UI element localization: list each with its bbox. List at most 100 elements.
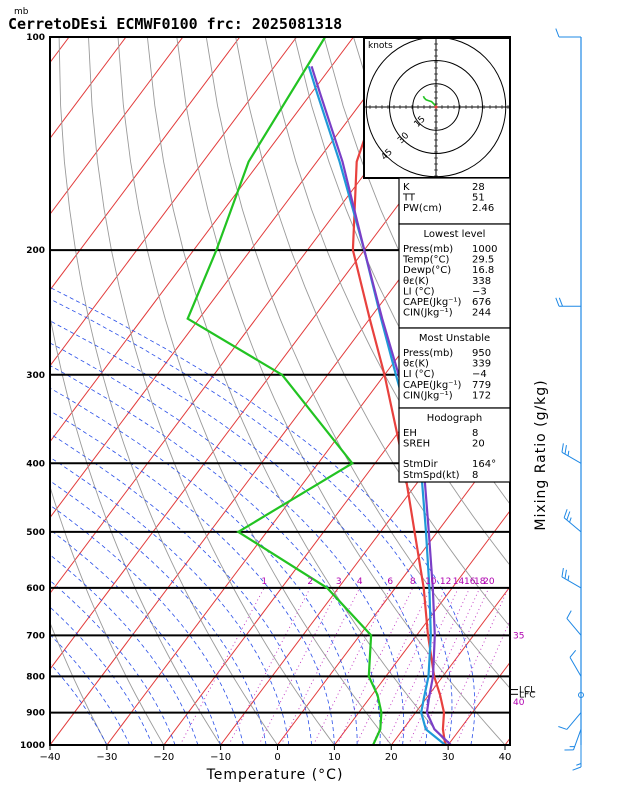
x-tick-label: −20 xyxy=(153,752,174,763)
mixing-ratio-line xyxy=(438,587,509,745)
dry-adiabat-line xyxy=(50,485,165,745)
x-tick-label: 40 xyxy=(499,752,512,763)
wind-barb-flag xyxy=(558,297,563,307)
indices-block-title: Hodograph xyxy=(427,413,482,424)
dry-adiabat-line xyxy=(88,37,335,745)
moist-adiabat-line xyxy=(50,433,312,745)
x-tick-label: 10 xyxy=(328,752,341,763)
moist-adiabat-line xyxy=(50,579,176,745)
index-value: 28 xyxy=(472,182,485,193)
isotherm-line xyxy=(106,206,510,745)
isotherm-line xyxy=(277,434,510,745)
mixing-ratio-line xyxy=(407,587,481,745)
index-value: 172 xyxy=(472,390,491,401)
index-value: 676 xyxy=(472,297,491,308)
moist-adiabat-line xyxy=(50,342,405,745)
wind-barb-half xyxy=(567,575,570,581)
chart-title: CerretoDEsi ECMWF0100 frc: 2025081318 xyxy=(8,15,342,33)
hodograph-storm-motion xyxy=(434,105,438,109)
isotherms xyxy=(50,37,618,745)
index-value: −4 xyxy=(472,369,487,380)
indices-block-title: Most Unstable xyxy=(419,333,490,344)
dry-adiabat-line xyxy=(50,313,221,745)
x-tick-label: −40 xyxy=(39,752,60,763)
index-value: 29.5 xyxy=(472,255,494,266)
x-tick-label: 0 xyxy=(274,752,280,763)
index-value: 950 xyxy=(472,348,491,359)
index-name: Press(mb) xyxy=(403,244,453,255)
isotherm-line xyxy=(50,37,241,291)
index-value: 20 xyxy=(472,439,485,450)
indices-block xyxy=(398,407,511,483)
isotherm-line xyxy=(334,510,510,745)
indices-panel: K 28 TT 51 PW(cm) 2.46 Lowest level Press(mb) 10… xyxy=(398,177,511,483)
dry-adiabat-line xyxy=(176,37,506,745)
index-name: LI (°C) xyxy=(403,286,435,297)
index-name: StmSpd(kt) xyxy=(403,470,460,481)
wind-barb-shaft xyxy=(566,712,582,730)
series-virtual-temp xyxy=(310,65,452,745)
index-value: 779 xyxy=(472,380,491,391)
wind-barb-flag xyxy=(555,297,560,307)
index-value: −3 xyxy=(472,286,487,297)
wind-barb-half xyxy=(569,517,572,523)
index-name: Temp(°C) xyxy=(402,255,450,266)
x-tick-label: −30 xyxy=(96,752,117,763)
wind-barb-flag xyxy=(566,610,572,619)
y-axis-label: Mixing Ratio (g/kg) xyxy=(533,379,549,530)
y-tick-label: 500 xyxy=(26,528,45,538)
wind-barb-flag xyxy=(564,445,567,455)
y-tick-label: 1000 xyxy=(20,741,45,751)
index-name: θε(K) xyxy=(403,276,429,287)
isotherm-label: 40 xyxy=(513,698,525,708)
index-name: PW(cm) xyxy=(403,203,442,214)
mixing-ratio-label: 8 xyxy=(410,577,416,587)
mixing-ratio-label: 3 xyxy=(336,577,342,587)
y-tick-label: 800 xyxy=(26,672,45,682)
hodograph-label: knots xyxy=(368,41,393,51)
isotherm-line xyxy=(562,37,618,745)
wind-barb-flag xyxy=(555,28,560,38)
y-tick-label: 300 xyxy=(26,371,45,381)
wind-barb-flag xyxy=(566,511,571,521)
lcl-label: LCL xyxy=(519,686,535,696)
mixing-ratio-label: 2 xyxy=(307,577,313,587)
isotherm-line xyxy=(390,585,510,745)
y-tick-label: 400 xyxy=(26,459,45,469)
y-tick-label: 200 xyxy=(26,246,45,256)
isotherm-line xyxy=(50,37,411,519)
index-value: 2.46 xyxy=(472,203,494,214)
wind-barb-shaft xyxy=(569,657,582,677)
dry-adiabat-line xyxy=(560,37,618,745)
index-name: LI (°C) xyxy=(403,369,435,380)
wind-barb-flag xyxy=(569,650,577,658)
mixing-ratio-label: 18 xyxy=(474,577,486,587)
index-name: EH xyxy=(403,428,417,439)
index-name: TT xyxy=(402,193,416,204)
wind-profile xyxy=(555,28,584,771)
y-tick-label: 900 xyxy=(26,709,45,719)
x-tick-label: 30 xyxy=(442,752,455,763)
wind-barb-flag xyxy=(563,509,568,518)
index-name: θε(K) xyxy=(403,359,429,370)
index-name: SREH xyxy=(403,439,430,450)
indices-block xyxy=(398,327,511,409)
mixing-ratio-line xyxy=(258,587,340,745)
index-value: 1000 xyxy=(472,244,497,255)
index-name: Press(mb) xyxy=(403,348,453,359)
series-dewpoint xyxy=(186,37,383,745)
mixing-ratio-line xyxy=(179,587,265,745)
index-name: K xyxy=(403,182,410,193)
mixing-ratio-label: 6 xyxy=(387,577,393,587)
index-value: 51 xyxy=(472,193,485,204)
moist-adiabat-line xyxy=(50,456,290,745)
hodograph-trace xyxy=(422,95,437,108)
wind-barb-half xyxy=(567,450,570,456)
dry-adiabat-line xyxy=(589,37,618,745)
wind-barb-flag xyxy=(561,443,564,453)
wind-barb-shaft xyxy=(563,517,582,533)
index-name: CIN(Jkg⁻¹) xyxy=(403,390,453,401)
index-name: CIN(Jkg⁻¹) xyxy=(403,308,453,319)
dry-adiabat-line xyxy=(117,37,392,745)
series-parcel xyxy=(307,65,446,745)
